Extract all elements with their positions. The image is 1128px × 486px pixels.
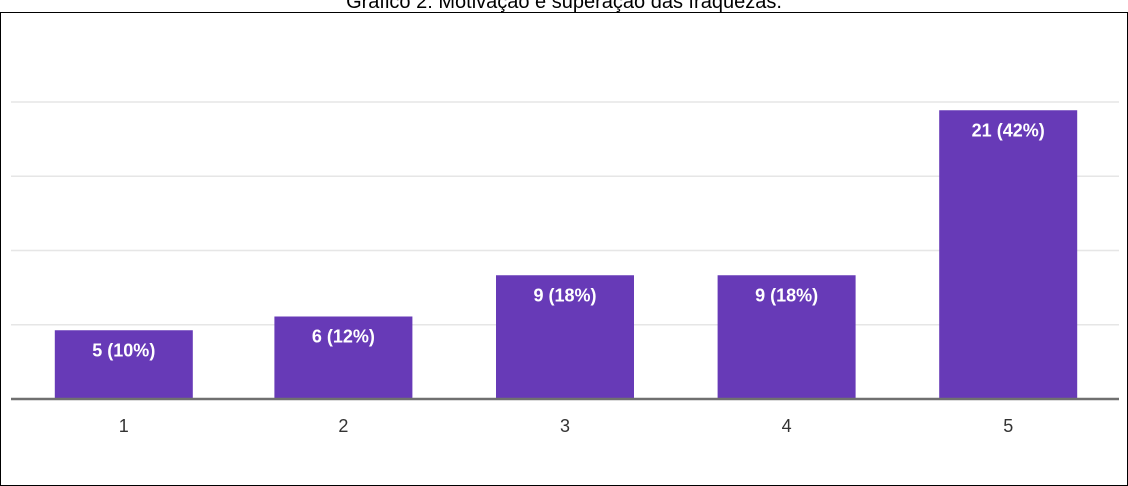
data-label-3: 9 (18%) xyxy=(533,285,596,305)
bar-3 xyxy=(496,275,634,399)
bar-5 xyxy=(939,110,1078,399)
x-tick-label-5: 5 xyxy=(1003,416,1013,436)
x-tick-label-1: 1 xyxy=(119,416,129,436)
bar-4 xyxy=(717,275,856,399)
data-label-4: 9 (18%) xyxy=(755,285,818,305)
x-tick-label-3: 3 xyxy=(560,416,570,436)
x-tick-label-2: 2 xyxy=(338,416,348,436)
chart-area: 5 (10%) 6 (12%) 9 (18%) 9 (18%) 21 (42%) 1 2 3… xyxy=(0,12,1128,486)
data-labels: 5 (10%) 6 (12%) 9 (18%) 9 (18%) 21 (42%) xyxy=(92,120,1044,360)
bar-2 xyxy=(274,316,413,399)
bar-1 xyxy=(54,330,193,399)
data-label-1: 5 (10%) xyxy=(92,340,155,360)
data-label-2: 6 (12%) xyxy=(312,327,375,347)
chart-title: Gráfico 2: Motivação e superação das fra… xyxy=(346,0,782,13)
x-tick-labels: 1 2 3 4 5 xyxy=(119,416,1013,436)
x-tick-label-4: 4 xyxy=(782,416,792,436)
bar-chart: 5 (10%) 6 (12%) 9 (18%) 9 (18%) 21 (42%) 1 2 3… xyxy=(11,101,1119,436)
bars xyxy=(54,110,1078,399)
data-label-5: 21 (42%) xyxy=(972,120,1045,140)
